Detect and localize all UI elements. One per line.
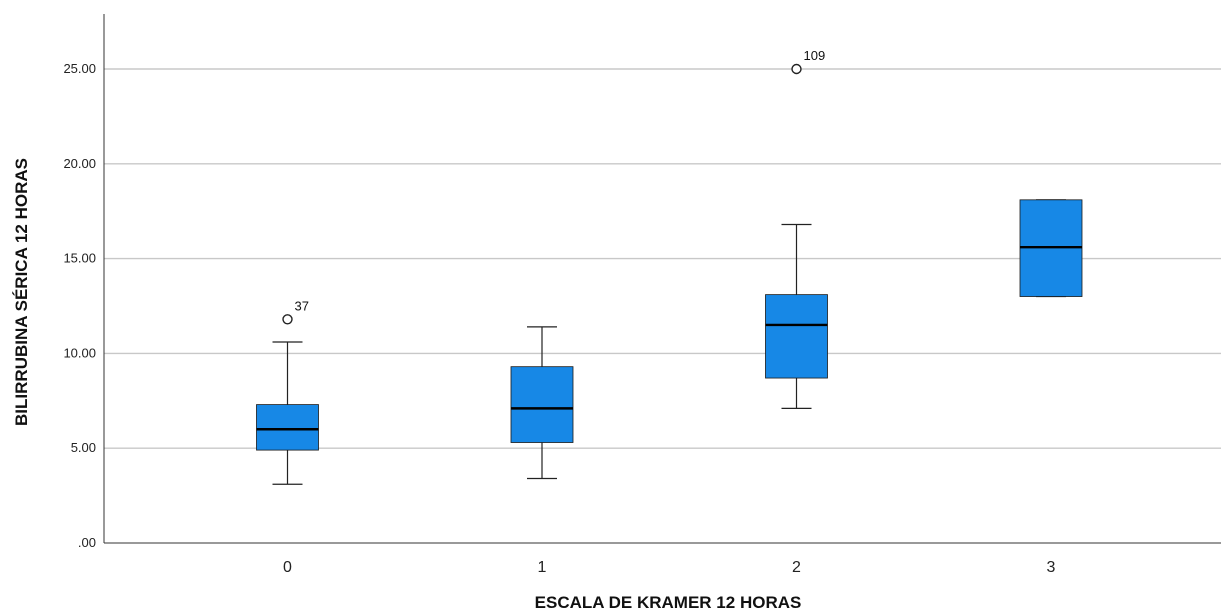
- outlier-point: [791, 63, 802, 75]
- y-axis-label: BILIRRUBINA SÉRICA 12 HORAS: [12, 158, 31, 426]
- outlier-label: 109: [804, 48, 826, 63]
- box-1: [510, 326, 574, 480]
- x-tick-label: 2: [792, 559, 801, 576]
- gridlines: [104, 68, 1221, 449]
- x-axis-label: ESCALA DE KRAMER 12 HORAS: [535, 593, 802, 612]
- y-tick-label: 25.00: [63, 61, 96, 76]
- y-tick-labels: .00 5.00 10.00 15.00 20.00 25.00: [63, 61, 96, 550]
- boxes: 37 109: [256, 48, 1083, 485]
- x-tick-label: 3: [1047, 559, 1056, 576]
- outlier-label: 37: [295, 298, 309, 313]
- outlier-point: [282, 314, 293, 325]
- box-3: [1019, 199, 1083, 298]
- box-2: 109: [765, 48, 828, 409]
- iqr-box: [765, 294, 828, 379]
- y-tick-label: 10.00: [63, 345, 96, 360]
- y-tick-label: 20.00: [63, 156, 96, 171]
- box-0: 37: [256, 298, 319, 485]
- y-tick-label: 5.00: [71, 440, 96, 455]
- x-tick-label: 0: [283, 559, 292, 576]
- y-tick-label: 15.00: [63, 251, 96, 266]
- iqr-box: [256, 404, 319, 451]
- x-tick-labels: 0 1 2 3: [283, 559, 1056, 576]
- y-tick-label: .00: [78, 535, 96, 550]
- iqr-box: [510, 366, 574, 443]
- x-tick-label: 1: [538, 559, 547, 576]
